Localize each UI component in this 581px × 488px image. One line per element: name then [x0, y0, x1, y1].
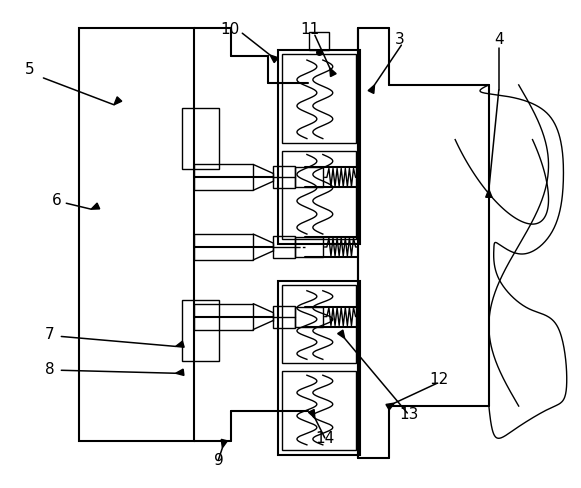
- Bar: [182, 300, 220, 362]
- Polygon shape: [114, 98, 122, 105]
- Text: 12: 12: [429, 371, 449, 386]
- Polygon shape: [91, 203, 100, 210]
- Bar: [273, 306, 295, 328]
- Polygon shape: [175, 369, 184, 376]
- Bar: [282, 371, 356, 450]
- Polygon shape: [270, 56, 278, 63]
- Bar: [278, 281, 360, 455]
- Text: 8: 8: [45, 361, 54, 376]
- Bar: [309, 33, 329, 51]
- Polygon shape: [338, 330, 345, 339]
- Bar: [273, 167, 295, 189]
- Polygon shape: [175, 342, 184, 347]
- Bar: [282, 285, 356, 364]
- Text: 9: 9: [214, 452, 223, 468]
- Polygon shape: [309, 409, 315, 418]
- Polygon shape: [330, 69, 336, 78]
- Polygon shape: [221, 439, 227, 448]
- Bar: [282, 55, 356, 143]
- Bar: [193, 165, 253, 191]
- Bar: [295, 168, 323, 188]
- Text: 7: 7: [45, 326, 54, 341]
- Bar: [278, 51, 360, 244]
- Text: 10: 10: [221, 21, 240, 37]
- Polygon shape: [386, 403, 394, 410]
- Text: 11: 11: [300, 21, 320, 37]
- Bar: [295, 238, 323, 257]
- Bar: [182, 108, 220, 170]
- Bar: [273, 237, 295, 258]
- Bar: [193, 304, 253, 330]
- Bar: [193, 235, 253, 261]
- Text: 3: 3: [394, 32, 404, 46]
- Text: 13: 13: [400, 406, 419, 421]
- Text: 6: 6: [52, 192, 61, 207]
- Polygon shape: [368, 86, 375, 94]
- Text: 5: 5: [24, 61, 34, 76]
- Text: 4: 4: [494, 32, 504, 46]
- Bar: [79, 29, 193, 441]
- Polygon shape: [486, 190, 492, 198]
- Text: 14: 14: [315, 430, 335, 446]
- Bar: [282, 151, 356, 240]
- Bar: [295, 307, 323, 327]
